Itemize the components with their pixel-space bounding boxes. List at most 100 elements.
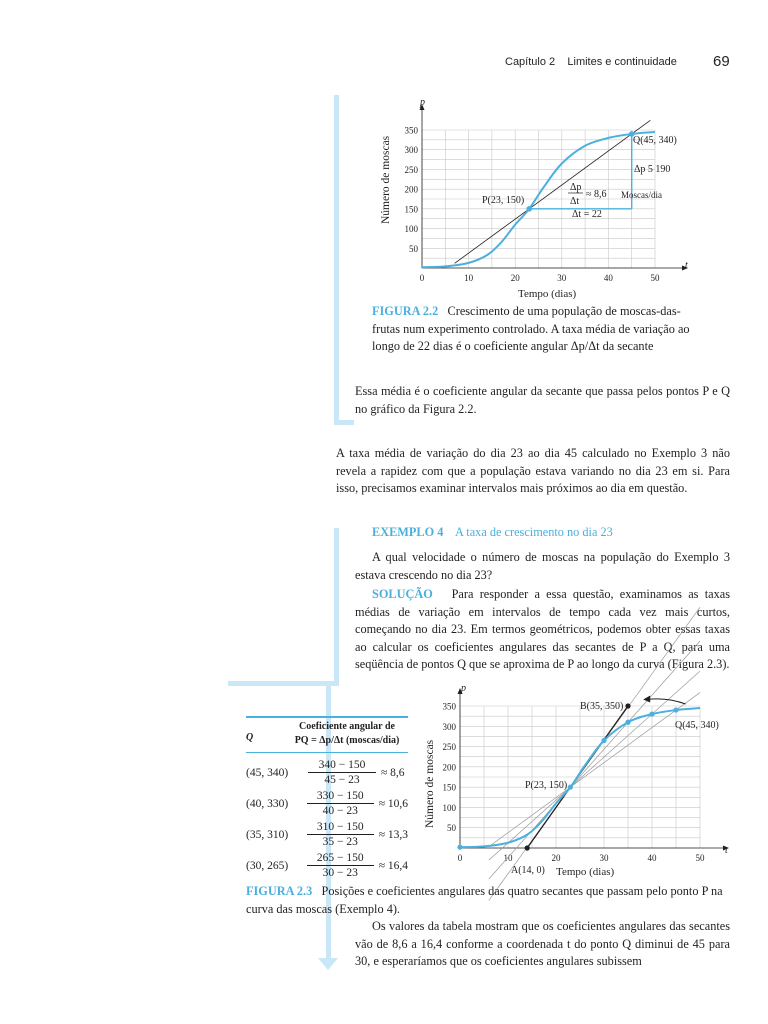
delta-p-label: Δp 5 190 — [634, 164, 670, 175]
paragraph-2-text: A taxa média de variação do dia 23 ao di… — [336, 446, 730, 496]
point-marker — [673, 707, 679, 713]
x-tick-label: 10 — [464, 273, 474, 283]
margin-bar-top-foot — [334, 420, 354, 425]
example-label: EXEMPLO 4 — [372, 525, 444, 539]
slope-fraction: 265 − 150 30 − 23 — [306, 851, 374, 880]
approx-value: ≈ 8,6 — [586, 189, 607, 200]
y-tick-label: 250 — [405, 165, 419, 175]
secant-line — [454, 119, 651, 264]
table-row: (40, 330) 330 − 150 40 − 23 ≈ 10,6 — [246, 788, 408, 819]
y-tick-label: 300 — [443, 722, 457, 732]
fraction-denominator: 35 − 23 — [322, 836, 358, 848]
y-tick-label: 200 — [443, 762, 457, 772]
y-axis-arrow — [457, 688, 463, 694]
x-tick-label: 0 — [458, 853, 463, 863]
y-axis-title: Número de moscas — [424, 739, 436, 828]
point-q-label: Q(45, 340) — [633, 135, 677, 146]
x-axis-title: Tempo (dias) — [518, 288, 577, 300]
margin-bar-step — [228, 681, 339, 686]
point-b — [625, 703, 631, 709]
x-tick-label: 0 — [420, 273, 425, 283]
curve-start-point — [457, 844, 463, 850]
x-tick-label: 30 — [600, 853, 610, 863]
x-tick-label: 30 — [557, 273, 567, 283]
delta-t-label: Δt = 22 — [572, 209, 602, 220]
point-marker — [601, 737, 607, 744]
x-axis-title: Tempo (dias) — [556, 866, 615, 878]
x-tick-label: 20 — [552, 853, 562, 863]
y-tick-label: 50 — [447, 823, 457, 833]
slope-fraction: 310 − 150 35 − 23 — [306, 820, 374, 849]
fraction-numerator: 310 − 150 — [306, 820, 374, 835]
y-axis-arrow — [419, 104, 425, 110]
t-axis-label: t — [685, 260, 688, 271]
table-header-slope-1: Coeficiente angular de — [299, 721, 395, 732]
paragraph-2: A taxa média de variação do dia 23 ao di… — [336, 445, 730, 498]
fraction-numerator: 330 − 150 — [306, 789, 374, 804]
paragraph-3-text: Os valores da tabela mostram que os coef… — [355, 919, 730, 969]
example-title: A taxa de crescimento no dia 23 — [455, 525, 613, 539]
slope-fraction: 330 − 150 40 − 23 — [306, 789, 374, 818]
x-tick-label: 50 — [651, 273, 661, 283]
paragraph-1: Essa média é o coeficiente angular da se… — [355, 383, 730, 418]
figure-2-3-caption-text: Posições e coeficientes angulares das qu… — [246, 884, 723, 916]
point-marker — [625, 719, 631, 725]
figure-2-2-label: FIGURA 2.2 — [372, 304, 439, 318]
figure-2-3-label: FIGURA 2.3 — [246, 884, 313, 898]
point-a-label: A(14, 0) — [511, 865, 545, 876]
point-marker — [649, 711, 655, 717]
point-a — [524, 845, 530, 851]
x-tick-label: 10 — [504, 853, 514, 863]
grid — [457, 688, 729, 851]
table-top-rule — [246, 716, 408, 718]
table-row: (35, 310) 310 − 150 35 − 23 ≈ 13,3 — [246, 819, 408, 850]
y-tick-label: 100 — [443, 803, 457, 813]
figure-2-2-caption: FIGURA 2.2 Crescimento de uma população … — [372, 303, 692, 356]
y-tick-label: 100 — [405, 224, 419, 234]
slope-fraction: 340 − 150 45 − 23 — [308, 758, 376, 787]
fraction-numerator: 265 − 150 — [306, 851, 374, 866]
solution-text: Para responder a essa questão, examinamo… — [355, 587, 730, 672]
solution-label: SOLUÇÃO — [372, 587, 433, 601]
slopes-table: Q Coeficiente angular de PQ = Δp/Δt (mos… — [246, 716, 408, 881]
x-tick-label: 50 — [696, 853, 706, 863]
secant-line — [488, 692, 701, 847]
table-cell-slope: ≈ 10,6 — [378, 797, 408, 810]
y-tick-label: 350 — [405, 126, 419, 136]
fraction-numerator: 340 − 150 — [308, 758, 376, 773]
figure-2-2-caption-text: Crescimento de uma população de moscas-d… — [372, 304, 690, 354]
p-axis-label: p — [460, 683, 466, 694]
fraction-denominator: 30 − 23 — [322, 867, 358, 879]
table-row: (30, 265) 265 − 150 30 − 23 ≈ 16,4 — [246, 850, 408, 881]
table-header-rule — [246, 752, 408, 753]
point-q — [628, 131, 635, 137]
y-axis-title: Número de moscas — [380, 135, 392, 224]
y-tick-label: 350 — [443, 702, 457, 712]
table-cell-q: (35, 310) — [246, 828, 289, 841]
arrow-down-icon — [318, 958, 338, 970]
fraction-denominator: 45 − 23 — [324, 774, 360, 786]
figure-2-2-chart: 50 100 150 200 250 300 350 0 10 20 30 40 50 p t Núme… — [380, 97, 688, 300]
units-label: Moscas/dia — [621, 190, 662, 200]
x-tick-label: 20 — [511, 273, 521, 283]
example-4-heading: EXEMPLO 4 A taxa de crescimento no dia 2… — [372, 524, 732, 542]
table-cell-q: (30, 265) — [246, 859, 289, 872]
paragraph-3: Os valores da tabela mostram que os coef… — [355, 918, 730, 971]
point-p-label: P(23, 150) — [525, 780, 567, 791]
table-cell-slope: ≈ 16,4 — [378, 859, 408, 872]
chapter-label: Capítulo 2 — [505, 56, 556, 68]
point-b-label: B(35, 350) — [580, 701, 623, 712]
y-tick-label: 250 — [443, 742, 457, 752]
table-cell-slope: ≈ 13,3 — [378, 828, 408, 841]
figure-2-3-chart: 50 100 150 200 250 300 350 0 10 20 30 40 50 p t Núme… — [424, 606, 729, 901]
running-header: Capítulo 2 Limites e continuidade — [505, 56, 677, 68]
solution-paragraph: SOLUÇÃO Para responder a essa questão, e… — [355, 586, 730, 674]
point-q-label: Q(45, 340) — [675, 720, 719, 731]
rotation-arrow-head — [643, 695, 651, 703]
x-axis-arrow — [723, 845, 729, 851]
section-label: Limites e continuidade — [567, 56, 677, 68]
table-cell-q: (40, 330) — [246, 797, 289, 810]
x-tick-label: 40 — [604, 273, 614, 283]
x-axis-arrow — [682, 265, 688, 271]
t-axis-label: t — [725, 845, 728, 856]
